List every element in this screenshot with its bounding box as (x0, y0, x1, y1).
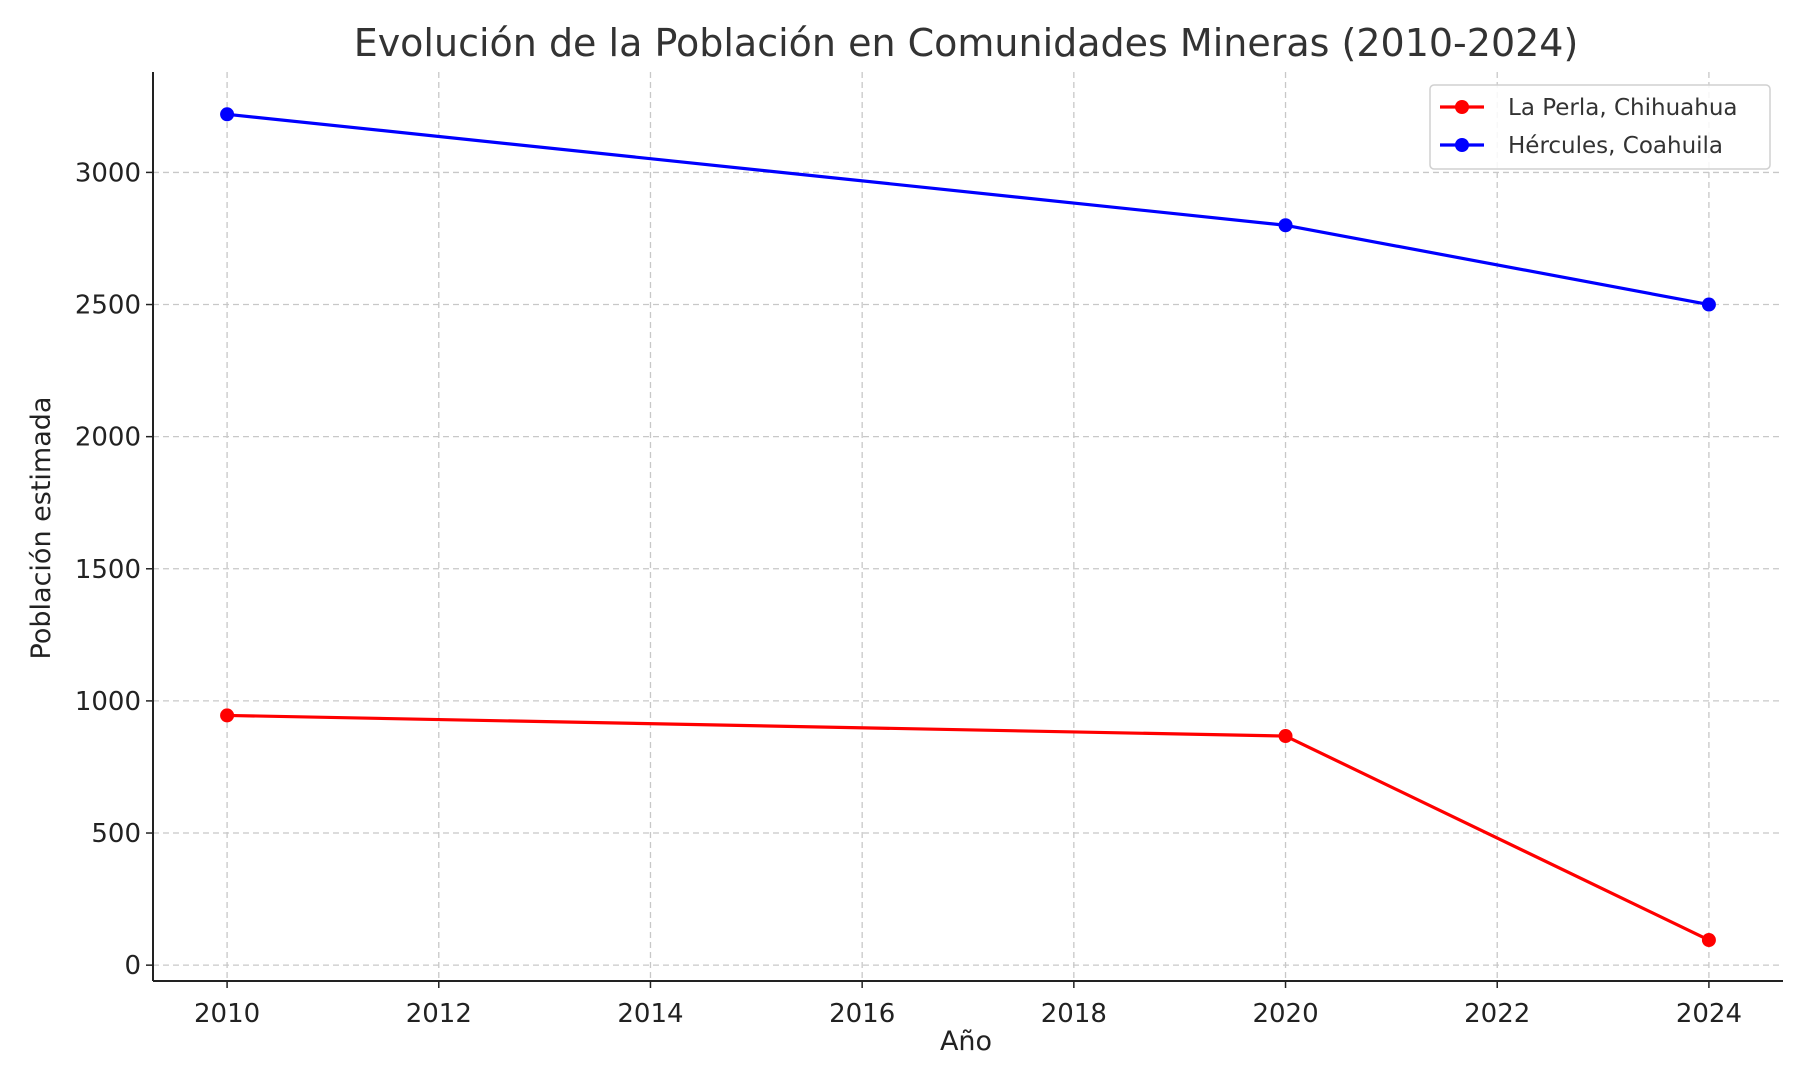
y-tick-label: 1000 (75, 687, 141, 717)
y-tick-label: 3000 (75, 158, 141, 188)
x-tick-label: 2014 (617, 999, 683, 1029)
data-point (220, 107, 235, 122)
series-line (227, 713, 1710, 942)
x-axis-label: Año (940, 1026, 992, 1057)
series-1 (220, 107, 1716, 312)
data-point (1701, 297, 1716, 312)
y-tick-label: 500 (91, 819, 141, 849)
x-tick-label: 2024 (1676, 999, 1742, 1029)
grid-lines (153, 72, 1783, 981)
series-0 (220, 708, 1716, 948)
x-tick-label: 2020 (1252, 999, 1318, 1029)
y-axis-label: Población estimada (26, 397, 57, 660)
x-tick-label: 2018 (1041, 999, 1107, 1029)
x-tick-label: 2016 (829, 999, 895, 1029)
data-point (1278, 218, 1293, 233)
x-tick-label: 2012 (406, 999, 472, 1029)
legend-box (1429, 84, 1771, 170)
tick-labels: 2010 2012 2014 2016 2018 2020 2022 2024 0 500 1000… (75, 158, 1742, 1029)
axes (146, 72, 1783, 988)
data-point (1278, 729, 1293, 744)
data-point (220, 708, 235, 723)
y-tick-label: 2000 (75, 423, 141, 453)
y-tick-label: 2500 (75, 291, 141, 321)
legend: La Perla, Chihuahua Hércules, Coahuila (1429, 84, 1771, 170)
y-tick-label: 1500 (75, 555, 141, 585)
x-tick-label: 2010 (194, 999, 260, 1029)
legend-label: La Perla, Chihuahua (1508, 95, 1738, 121)
x-tick-label: 2022 (1464, 999, 1530, 1029)
chart-title: Evolución de la Población en Comunidades… (354, 21, 1579, 65)
legend-label: Hércules, Coahuila (1508, 133, 1723, 159)
data-series (220, 107, 1716, 948)
y-tick-label: 0 (124, 951, 141, 981)
data-point (1701, 933, 1716, 948)
legend-marker (1455, 138, 1469, 152)
legend-marker (1455, 100, 1469, 114)
